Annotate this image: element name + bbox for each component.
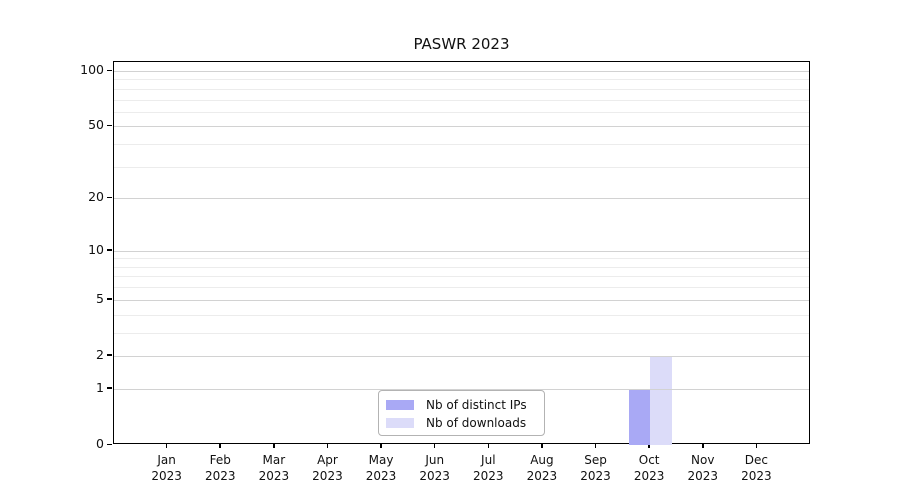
y-tick-50: [107, 124, 112, 127]
y-tick-label-100: 100: [80, 62, 104, 77]
minor-gridline-90: [114, 79, 809, 81]
x-tick-feb: [219, 444, 221, 448]
x-tick-sep: [594, 444, 597, 448]
minor-gridline-60: [114, 111, 809, 113]
x-tick-label-may: May 2023: [351, 452, 411, 484]
x-tick-apr: [326, 444, 329, 448]
major-gridline-100: [114, 71, 809, 72]
y-tick-label-10: 10: [88, 241, 104, 257]
x-tick-year-sep: 2023: [580, 469, 611, 483]
x-tick-label-jun: Jun 2023: [405, 452, 465, 484]
x-tick-year-oct: 2023: [633, 469, 665, 483]
minor-gridline-40: [114, 144, 809, 146]
y-tick-2: [107, 354, 112, 356]
major-gridline-20: [114, 198, 809, 200]
y-tick-label-1: 1: [96, 379, 104, 395]
x-tick-may: [380, 444, 382, 448]
x-tick-year-jan: 2023: [151, 469, 182, 483]
y-tick-100: [107, 69, 112, 71]
x-tick-label-mar: Mar 2023: [244, 452, 304, 484]
x-tick-label-aug: Aug 2023: [512, 452, 572, 484]
y-tick-10: [107, 249, 112, 251]
legend-item-distinct-ips: Nb of distinct IPs: [386, 396, 544, 414]
x-tick-year-aug: 2023: [526, 469, 558, 483]
legend-label-distinct-ips: Nb of distinct IPs: [426, 398, 527, 412]
legend-swatch-downloads: [386, 418, 414, 428]
minor-gridline-3: [114, 332, 809, 334]
y-tick-0: [107, 443, 112, 445]
legend-item-downloads: Nb of downloads: [386, 414, 544, 432]
plot-area: Nb of distinct IPs Nb of downloads: [113, 61, 810, 445]
y-tick-20: [107, 196, 112, 199]
minor-gridline-7: [114, 276, 809, 278]
x-tick-dec: [755, 444, 758, 448]
x-tick-nov: [702, 444, 704, 448]
y-tick-label-5: 5: [96, 290, 104, 306]
x-tick-year-apr: 2023: [312, 469, 343, 483]
x-tick-year-nov: 2023: [687, 469, 719, 483]
bar-nb-of-downloads-oct: [650, 355, 672, 445]
x-tick-jun: [433, 444, 436, 448]
minor-gridline-70: [114, 99, 809, 101]
x-tick-label-nov: Nov 2023: [673, 452, 733, 484]
minor-gridline-80: [114, 88, 809, 90]
x-tick-label-jul: Jul 2023: [458, 452, 518, 484]
y-tick-label-50: 50: [88, 117, 104, 133]
x-tick-label-jan: Jan 2023: [137, 452, 197, 484]
major-gridline-2: [114, 355, 809, 357]
minor-gridline-9: [114, 258, 809, 260]
legend: Nb of distinct IPs Nb of downloads: [378, 390, 545, 436]
y-tick-5: [107, 298, 112, 300]
y-tick-label-20: 20: [88, 189, 104, 205]
major-gridline-10: [114, 250, 809, 252]
x-tick-label-apr: Apr 2023: [297, 452, 357, 484]
x-tick-label-oct: Oct 2023: [619, 452, 679, 484]
minor-gridline-30: [114, 166, 809, 168]
x-tick-jan: [165, 444, 168, 448]
y-tick-1: [107, 387, 112, 389]
x-tick-mar: [273, 444, 275, 448]
minor-gridline-8: [114, 266, 809, 268]
x-tick-label-feb: Feb 2023: [190, 452, 250, 484]
x-tick-label-dec: Dec 2023: [726, 452, 786, 484]
x-tick-oct: [648, 444, 650, 448]
bars-layer: [114, 62, 809, 445]
bar-nb-of-distinct-ips-oct: [628, 388, 651, 445]
legend-swatch-distinct-ips: [386, 400, 414, 410]
minor-gridline-4: [114, 314, 809, 316]
major-gridline-5: [114, 299, 809, 301]
x-tick-year-mar: 2023: [258, 469, 290, 483]
major-gridline-1: [114, 388, 809, 390]
major-gridline-50: [114, 126, 809, 128]
x-tick-jul: [487, 444, 490, 448]
grid-layer: [114, 62, 809, 443]
x-tick-year-may: 2023: [365, 469, 397, 483]
x-tick-year-dec: 2023: [741, 469, 772, 483]
x-tick-year-jun: 2023: [419, 469, 450, 483]
x-tick-aug: [541, 444, 543, 448]
y-tick-label-0: 0: [96, 436, 104, 451]
chart-title: PASWR 2023: [413, 35, 510, 53]
y-tick-label-2: 2: [96, 346, 104, 362]
minor-gridline-6: [114, 287, 809, 289]
legend-label-downloads: Nb of downloads: [426, 416, 527, 430]
x-tick-year-jul: 2023: [473, 469, 504, 483]
x-tick-label-sep: Sep 2023: [566, 452, 626, 484]
x-tick-year-feb: 2023: [204, 469, 236, 483]
